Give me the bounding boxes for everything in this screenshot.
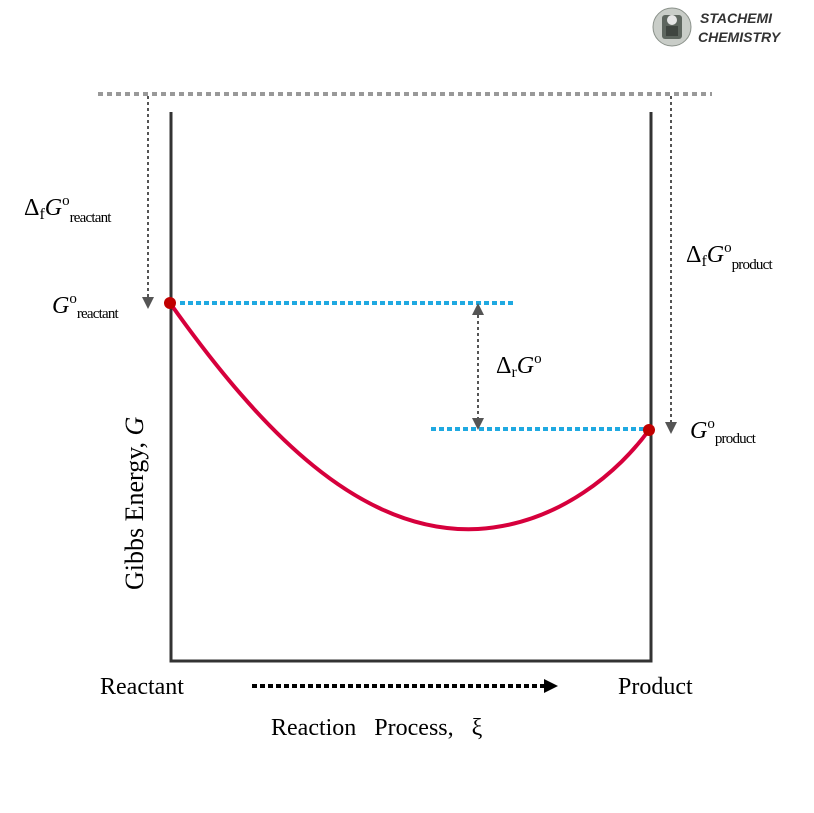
- product-point: [643, 424, 655, 436]
- degree-symbol: o: [724, 240, 732, 256]
- reactant-subscript: reactant: [77, 306, 120, 322]
- degree-symbol: o: [707, 416, 715, 432]
- x-axis-text: Reaction Process,: [271, 715, 472, 741]
- formation-energy-reactant-label: ΔfGoreactant: [24, 193, 112, 226]
- delta-symbol: Δ: [496, 353, 511, 379]
- reactant-label: Reactant: [100, 674, 184, 700]
- delta-symbol: Δ: [686, 242, 701, 268]
- degree-symbol: o: [62, 193, 70, 209]
- y-axis-label: Gibbs Energy, G: [120, 416, 149, 590]
- reactant-subscript: reactant: [70, 210, 113, 226]
- reaction-subscript: r: [511, 364, 517, 381]
- gibbs-energy-curve: [168, 301, 651, 532]
- product-subscript: product: [715, 431, 757, 447]
- x-axis-label: Reaction Process, ξ: [271, 715, 483, 741]
- product-subscript: product: [732, 257, 774, 273]
- formation-energy-product-label: ΔfGoproduct: [686, 240, 773, 273]
- gibbs-reactant-label: Goreactant: [52, 291, 120, 322]
- delta-symbol: Δ: [24, 195, 39, 221]
- y-axis-text: Gibbs Energy,: [120, 435, 149, 590]
- product-label: Product: [618, 674, 693, 700]
- brand-logo: STACHEMI CHEMISTRY: [652, 7, 782, 47]
- g-symbol: G: [52, 293, 69, 319]
- reaction-process-arrow: [252, 679, 558, 693]
- g-symbol: G: [690, 418, 707, 444]
- degree-symbol: o: [534, 351, 542, 367]
- reactant-point: [164, 297, 176, 309]
- degree-symbol: o: [69, 291, 77, 307]
- g-symbol: G: [45, 195, 62, 221]
- formation-subscript: f: [701, 253, 707, 270]
- brand-line1: STACHEMI: [700, 10, 773, 26]
- brand-line2: CHEMISTRY: [698, 29, 782, 45]
- x-axis-symbol: ξ: [472, 715, 483, 741]
- diagram-frame: [169, 112, 653, 663]
- gibbs-product-label: Goproduct: [690, 416, 757, 447]
- g-symbol: G: [517, 353, 534, 379]
- y-axis-symbol: G: [120, 416, 149, 435]
- formation-subscript: f: [39, 206, 45, 223]
- g-symbol: G: [707, 242, 724, 268]
- stachemi-logo-icon: [652, 7, 692, 47]
- reaction-energy-label: ΔrGo: [496, 351, 542, 381]
